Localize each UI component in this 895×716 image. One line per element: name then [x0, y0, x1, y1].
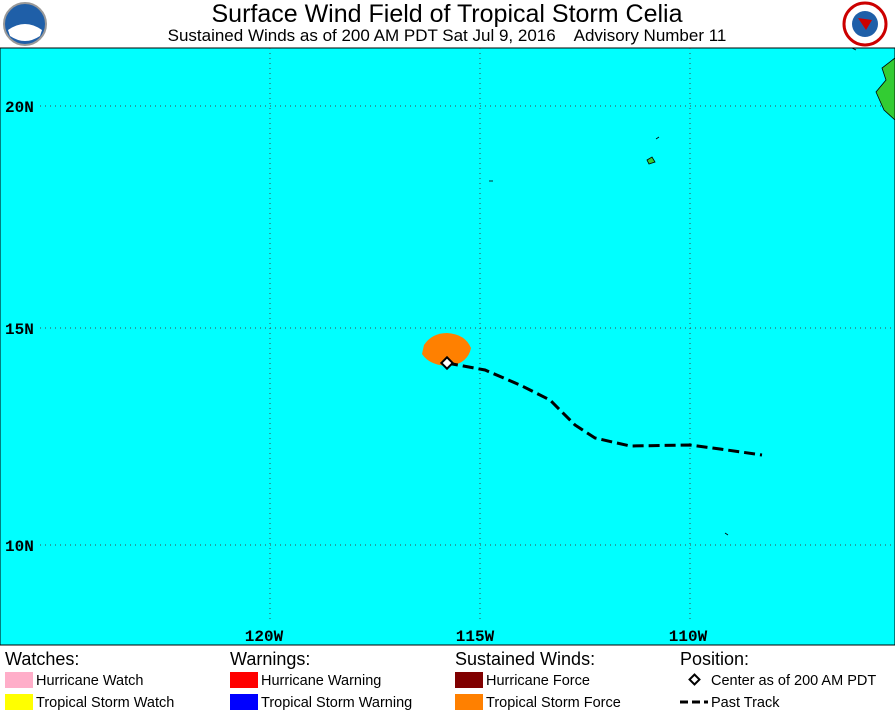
title: Surface Wind Field of Tropical Storm Cel…	[211, 0, 682, 28]
island	[646, 156, 656, 165]
noaa-logo	[3, 2, 47, 46]
legend-item-label: Hurricane Force	[486, 673, 590, 689]
lon-label: 115W	[456, 628, 495, 646]
legend-heading: Watches:	[5, 649, 79, 669]
legend-item-label: Tropical Storm Warning	[261, 695, 412, 711]
graticule	[40, 48, 895, 622]
legend-swatch	[455, 694, 483, 710]
legend-item-label: Hurricane Warning	[261, 673, 381, 689]
island	[851, 47, 857, 51]
island	[724, 532, 729, 536]
lat-label: 15N	[5, 321, 34, 339]
logo-gull	[8, 24, 42, 41]
legend-heading: Sustained Winds:	[455, 649, 595, 669]
legend-swatch	[5, 672, 33, 688]
island	[655, 136, 660, 140]
legend-swatch	[5, 694, 33, 710]
lat-label: 20N	[5, 99, 34, 117]
lat-label: 10N	[5, 538, 34, 556]
legend: Watches: Hurricane Watch Tropical Storm Wa…	[5, 649, 876, 711]
legend-item-label: Tropical Storm Watch	[36, 695, 174, 711]
past-track	[446, 361, 763, 457]
legend-item-label: Past Track	[711, 695, 780, 711]
lon-label: 120W	[245, 628, 284, 646]
legend-heading: Position:	[680, 649, 749, 669]
legend-item-label: Hurricane Watch	[36, 673, 143, 689]
legend-item-label: Tropical Storm Force	[486, 695, 621, 711]
coastline	[875, 57, 895, 121]
storm-center	[439, 355, 455, 371]
nws-logo	[842, 1, 888, 47]
logo-bolt	[858, 18, 872, 30]
legend-center-symbol	[688, 673, 701, 686]
legend-swatch	[230, 672, 258, 688]
legend-swatch	[455, 672, 483, 688]
subtitle: Sustained Winds as of 200 AM PDT Sat Jul…	[168, 26, 727, 45]
land	[489, 47, 895, 536]
lon-label: 110W	[669, 628, 708, 646]
tropical-storm-force-winds	[422, 333, 471, 366]
legend-item-label: Center as of 200 AM PDT	[711, 673, 876, 689]
legend-heading: Warnings:	[230, 649, 310, 669]
legend-swatch	[230, 694, 258, 710]
